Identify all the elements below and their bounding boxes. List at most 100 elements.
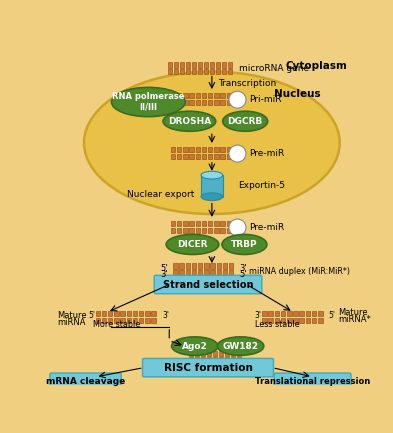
Bar (174, 62, 178, 68)
Bar (108, 318, 112, 323)
Bar (306, 318, 310, 323)
Bar (189, 100, 194, 105)
Bar (227, 228, 231, 233)
Bar (219, 357, 223, 362)
Bar (214, 100, 219, 105)
Ellipse shape (84, 71, 340, 214)
Ellipse shape (163, 111, 216, 131)
Bar (275, 311, 279, 317)
Text: 3': 3' (240, 264, 248, 273)
Bar (145, 318, 150, 323)
Text: TRBP: TRBP (231, 240, 258, 249)
Bar (208, 100, 213, 105)
Bar (177, 100, 182, 105)
Bar (192, 62, 196, 68)
Bar (198, 270, 202, 275)
Bar (293, 311, 298, 317)
Bar (268, 311, 273, 317)
Text: Strand selection: Strand selection (163, 279, 253, 290)
Bar (196, 147, 200, 152)
FancyBboxPatch shape (143, 359, 274, 377)
Bar (171, 221, 175, 226)
Bar (223, 263, 227, 268)
Text: miRNA duplex (MiR:MiR*): miRNA duplex (MiR:MiR*) (249, 267, 350, 276)
Bar (196, 221, 200, 226)
Bar (201, 357, 205, 362)
Bar (228, 69, 232, 74)
Bar (102, 318, 106, 323)
Bar (207, 351, 211, 356)
Bar (312, 311, 316, 317)
Bar (220, 154, 225, 159)
Bar (183, 221, 188, 226)
Bar (202, 93, 206, 98)
Bar (208, 154, 213, 159)
Bar (222, 69, 226, 74)
Bar (208, 228, 213, 233)
Text: RNA polmerase
II/III: RNA polmerase II/III (112, 92, 185, 112)
Bar (287, 318, 292, 323)
Bar (202, 147, 206, 152)
Bar (208, 147, 213, 152)
Bar (180, 62, 184, 68)
Bar (225, 351, 229, 356)
Ellipse shape (229, 91, 246, 108)
Bar (186, 62, 190, 68)
Text: DROSHA: DROSHA (168, 117, 211, 126)
Bar (217, 270, 221, 275)
Bar (171, 100, 175, 105)
Bar (133, 311, 137, 317)
Text: DGCRB: DGCRB (228, 117, 263, 126)
Bar (145, 311, 150, 317)
Bar (189, 357, 193, 362)
Bar (177, 221, 182, 226)
Bar (214, 93, 219, 98)
Bar (177, 154, 182, 159)
Bar (120, 318, 125, 323)
Bar (202, 221, 206, 226)
Bar (262, 311, 267, 317)
Bar (227, 93, 231, 98)
Bar (173, 263, 178, 268)
Bar (120, 311, 125, 317)
Bar (220, 228, 225, 233)
Bar (179, 270, 184, 275)
Text: Pre-miR: Pre-miR (249, 149, 284, 158)
Bar (151, 311, 156, 317)
Bar (95, 318, 100, 323)
Bar (185, 270, 190, 275)
Bar (204, 270, 209, 275)
Bar (237, 357, 241, 362)
Bar (171, 228, 175, 233)
Bar (227, 221, 231, 226)
Text: RISC formation: RISC formation (163, 363, 252, 373)
Bar (127, 311, 131, 317)
Bar (222, 62, 226, 68)
Bar (180, 69, 184, 74)
Bar (227, 154, 231, 159)
Bar (133, 318, 137, 323)
Text: Pre-miR: Pre-miR (249, 223, 284, 232)
Bar (293, 318, 298, 323)
Text: 3': 3' (160, 270, 168, 279)
Bar (108, 311, 112, 317)
Bar (220, 147, 225, 152)
Bar (299, 318, 304, 323)
Text: Translational repression: Translational repression (255, 377, 370, 386)
Bar (185, 263, 190, 268)
Bar (220, 93, 225, 98)
Bar (168, 69, 173, 74)
Bar (213, 351, 217, 356)
Bar (220, 221, 225, 226)
Bar (201, 175, 223, 197)
Bar (214, 221, 219, 226)
Bar (183, 147, 188, 152)
Bar (217, 263, 221, 268)
Bar (207, 357, 211, 362)
Bar (237, 351, 241, 356)
Bar (196, 228, 200, 233)
Bar (114, 311, 119, 317)
Text: DICER: DICER (177, 240, 208, 249)
Bar (312, 318, 316, 323)
Text: Mature: Mature (57, 311, 86, 320)
